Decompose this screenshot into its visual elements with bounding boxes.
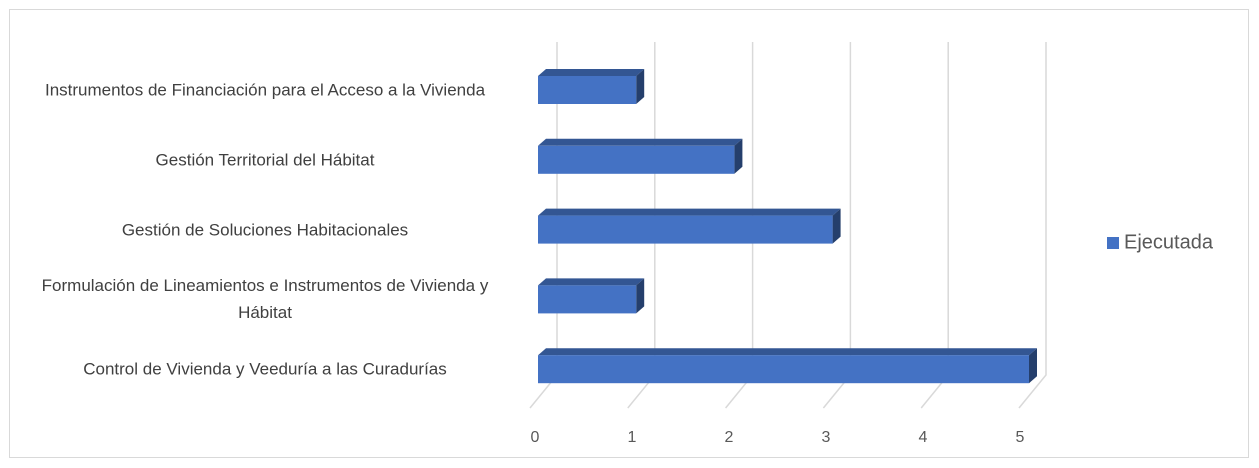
y-tick-label: Gestión de Soluciones Habitacionales xyxy=(121,220,409,240)
x-tick-label: 1 xyxy=(628,429,637,446)
bar xyxy=(538,355,1029,384)
x-tick-label: 4 xyxy=(919,429,928,446)
bar-top xyxy=(538,138,743,146)
grid-line xyxy=(1018,42,1047,409)
legend-swatch xyxy=(1107,237,1119,249)
bar-top xyxy=(538,69,645,76)
x-tick-label: 2 xyxy=(725,429,734,446)
bar-side xyxy=(1029,348,1037,384)
bar-top xyxy=(538,348,1037,356)
bar-side xyxy=(636,69,645,104)
x-tick-label: 0 xyxy=(531,429,540,446)
y-tick-label: Instrumentos de Financiación para el Acc… xyxy=(44,80,486,100)
bar xyxy=(538,145,735,174)
x-tick-label: 5 xyxy=(1016,429,1025,446)
bar-side xyxy=(636,278,645,314)
y-tick-label: Control de Vivienda y Veeduría a las Cur… xyxy=(83,359,447,379)
bar xyxy=(538,285,637,314)
bar-side xyxy=(832,208,841,244)
y-tick-label: Gestión Territorial del Hábitat xyxy=(155,150,375,170)
bar-top xyxy=(538,208,841,216)
bar xyxy=(538,76,637,104)
bar-top xyxy=(538,278,645,286)
x-tick-label: 3 xyxy=(822,429,831,446)
bar-side xyxy=(734,138,743,174)
legend-label: Ejecutada xyxy=(1124,231,1214,253)
y-tick-label: Formulación de Lineamientos e Instrument… xyxy=(41,276,489,323)
bar xyxy=(538,215,833,244)
